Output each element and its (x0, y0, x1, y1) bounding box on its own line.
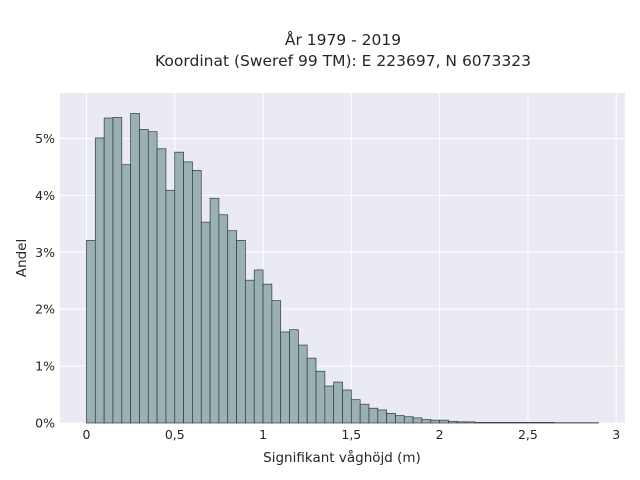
y-tick-label: 0% (35, 416, 55, 431)
histogram-bar (280, 331, 290, 424)
histogram-bars (86, 113, 599, 424)
histogram-bar (121, 164, 131, 424)
histogram-bar (324, 385, 335, 424)
histogram-bar (421, 419, 432, 424)
histogram-bar (130, 113, 140, 424)
histogram-bar (200, 221, 211, 424)
histogram-bar (236, 240, 246, 424)
y-axis-ticks: 0% 1% 2% 3% 4% 5% (35, 131, 55, 430)
histogram-bar (86, 240, 96, 424)
histogram-bar (342, 389, 352, 424)
histogram-bar (227, 230, 237, 424)
y-tick-label: 4% (35, 188, 55, 203)
histogram-bar (448, 420, 458, 424)
histogram-bar (289, 329, 299, 424)
histogram-bar (94, 137, 105, 424)
histogram-bar (315, 370, 326, 424)
histogram-bar (306, 357, 317, 424)
histogram-bar (271, 300, 282, 424)
x-tick-label: 0,5 (165, 427, 185, 442)
histogram-bar (456, 421, 467, 424)
histogram-bar (501, 422, 511, 424)
histogram-bar (483, 422, 493, 424)
histogram-bar (103, 117, 114, 424)
histogram-bar (156, 148, 167, 424)
histogram-bar (439, 419, 449, 424)
histogram-bar (192, 170, 202, 424)
chart-title: År 1979 - 2019 (285, 30, 401, 49)
x-tick-label: 2 (436, 427, 444, 442)
histogram-bar (536, 422, 546, 424)
histogram-bar (147, 131, 158, 424)
histogram-bar (395, 415, 405, 424)
x-axis-label: Signifikant våghöjd (m) (263, 449, 421, 466)
histogram-bar (298, 344, 308, 424)
x-tick-label: 0 (83, 427, 91, 442)
x-tick-label: 3 (612, 427, 620, 442)
y-tick-label: 2% (35, 302, 55, 317)
x-tick-label: 1,5 (341, 427, 361, 442)
histogram-bar (518, 422, 529, 424)
x-tick-label: 2,5 (518, 427, 538, 442)
chart-subtitle: Koordinat (Sweref 99 TM): E 223697, N 60… (155, 52, 531, 70)
histogram-bar (183, 161, 193, 424)
histogram-bar (245, 279, 255, 424)
histogram-bar (465, 421, 476, 424)
y-tick-label: 3% (35, 245, 55, 260)
histogram-bar (403, 416, 414, 424)
x-axis-ticks: 0 0,5 1 1,5 2 2,5 3 (83, 427, 621, 442)
histogram-bar (218, 214, 229, 424)
histogram-bar (165, 189, 176, 424)
y-tick-label: 5% (35, 131, 55, 146)
histogram-bar (333, 381, 343, 424)
y-axis-label: Andel (14, 239, 30, 277)
histogram-bar (139, 129, 149, 424)
y-tick-label: 1% (35, 359, 55, 374)
histogram-bar (253, 269, 264, 424)
histogram-bar (509, 422, 520, 424)
histogram-bar (545, 422, 555, 424)
histogram-bar (377, 409, 387, 424)
histogram-bar (112, 117, 123, 424)
histogram-bar (262, 283, 273, 424)
histogram-bar (359, 403, 370, 424)
histogram-bar (527, 422, 538, 424)
histogram-bar (209, 197, 220, 424)
histogram-bar (492, 422, 502, 424)
histogram-bar (386, 412, 396, 424)
histogram-bar (474, 422, 485, 424)
x-tick-label: 1 (259, 427, 267, 442)
histogram-bar (368, 407, 379, 424)
histogram-bar (412, 417, 423, 424)
histogram-bar (430, 419, 440, 424)
histogram-bar (174, 151, 184, 424)
histogram-bar (350, 399, 361, 424)
